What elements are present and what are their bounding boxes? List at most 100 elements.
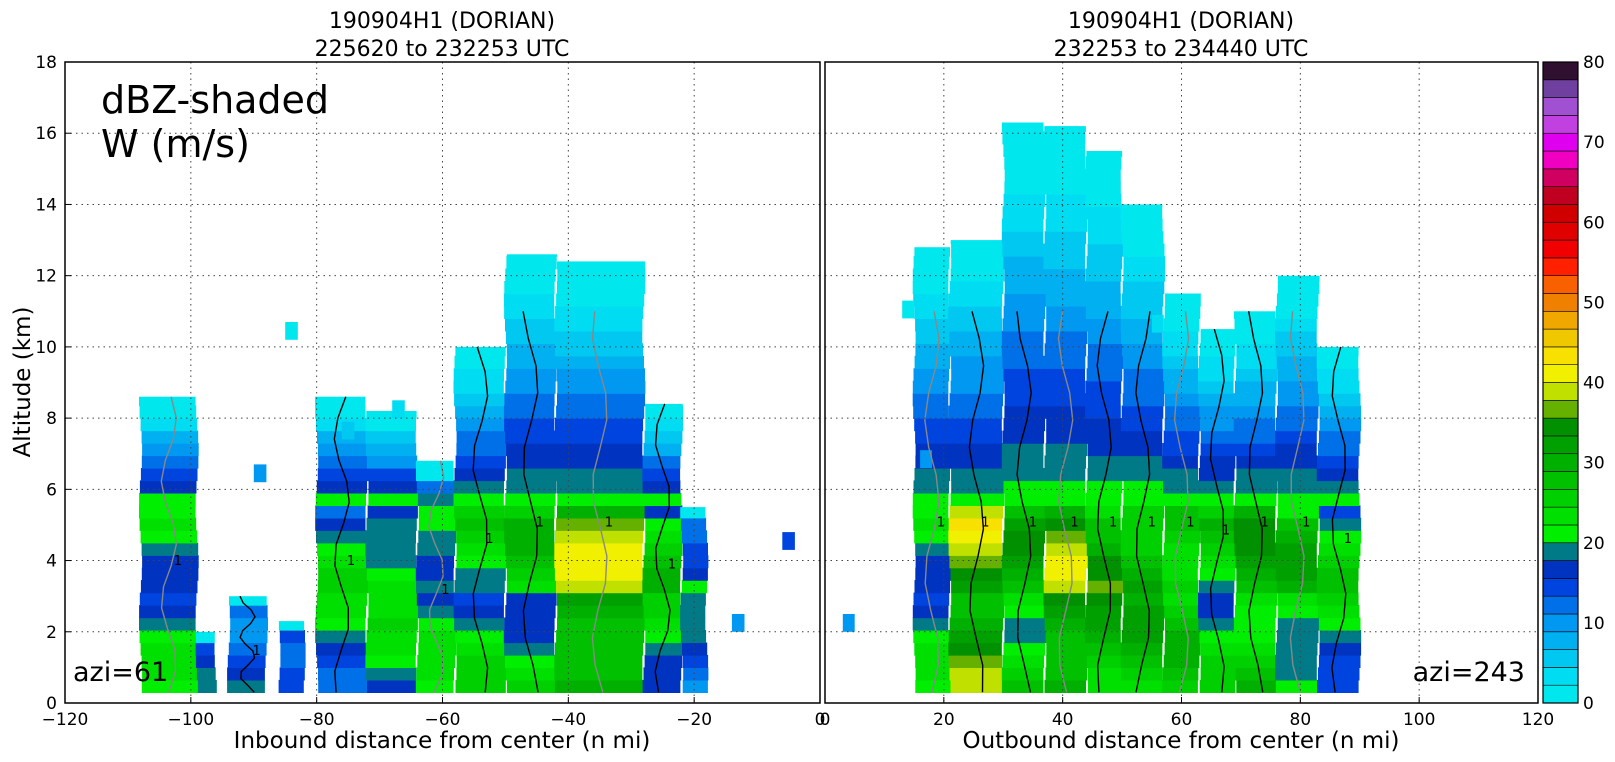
reflectivity-cell [1233, 642, 1276, 656]
reflectivity-cell [280, 642, 306, 656]
reflectivity-cell [1004, 405, 1046, 419]
reflectivity-cell [227, 654, 266, 668]
reflectivity-cell [1087, 567, 1124, 581]
reflectivity-cell [1235, 443, 1278, 457]
reflectivity-cell [1200, 667, 1237, 681]
reflectivity-cell [229, 596, 267, 606]
right-x-axis: 0 20 40 60 80 100 120 [820, 697, 1554, 730]
reflectivity-cell [1163, 654, 1200, 668]
reflectivity-cell [1044, 168, 1087, 182]
reflectivity-cell [506, 330, 557, 344]
reflectivity-cell [1234, 654, 1277, 668]
colorbar-swatch [1542, 328, 1579, 348]
reflectivity-cell [504, 642, 555, 656]
reflectivity-cell [1198, 592, 1234, 606]
reflectivity-cell [682, 642, 708, 656]
w-contour-line [522, 311, 539, 693]
reflectivity-cell [1276, 630, 1319, 644]
reflectivity-cell [317, 443, 369, 457]
reflectivity-cell [1319, 418, 1362, 432]
right-subtitle: 232253 to 234440 UTC [1054, 37, 1309, 62]
reflectivity-cell [1275, 567, 1318, 581]
reflectivity-cell [1233, 630, 1276, 644]
reflectivity-cell [453, 380, 504, 394]
reflectivity-cell [142, 667, 199, 681]
w-contour-label: 1 [1344, 532, 1352, 547]
reflectivity-cell [1277, 281, 1320, 295]
reflectivity-cell [365, 418, 416, 432]
reflectivity-cell [951, 355, 1005, 369]
reflectivity-cell [506, 256, 557, 270]
reflectivity-cell [506, 355, 558, 369]
reflectivity-cell [1045, 667, 1088, 681]
reflectivity-cell [140, 468, 198, 482]
reflectivity-cell [1120, 318, 1163, 332]
reflectivity-cell [1275, 418, 1318, 432]
reflectivity-cell [554, 567, 643, 581]
reflectivity-cell [1087, 218, 1124, 232]
reflectivity-cell [1087, 243, 1124, 257]
w-contour-line [1173, 311, 1190, 693]
reflectivity-cell [1087, 443, 1124, 457]
reflectivity-cell [455, 567, 506, 581]
isolated-echo [920, 450, 932, 468]
reflectivity-cell [914, 468, 951, 482]
reflectivity-cell [1086, 368, 1123, 382]
reflectivity-cell [1043, 156, 1086, 170]
reflectivity-cell [1123, 268, 1165, 282]
reflectivity-cell [453, 480, 504, 494]
reflectivity-cell [1316, 580, 1359, 594]
reflectivity-cell [504, 505, 555, 519]
reflectivity-cell [504, 281, 555, 295]
reflectivity-cell [1123, 605, 1165, 619]
reflectivity-cell [1317, 667, 1360, 681]
reflectivity-cell [1045, 330, 1088, 344]
reflectivity-cell [315, 617, 366, 631]
w-contour-line [591, 311, 608, 693]
reflectivity-cell [418, 505, 457, 519]
reflectivity-cell [456, 667, 507, 681]
reflectivity-cell [556, 630, 645, 644]
reflectivity-cell [912, 268, 949, 282]
w-contour-line [924, 311, 940, 693]
isolated-echo [285, 322, 298, 340]
colorbar-swatch [1542, 239, 1579, 259]
reflectivity-cell [506, 368, 557, 382]
reflectivity-cell [1163, 318, 1200, 332]
reflectivity-cell [1318, 430, 1361, 444]
reflectivity-cell [914, 642, 950, 656]
reflectivity-cell [278, 621, 305, 631]
colorbar-swatch [1542, 221, 1579, 241]
reflectivity-cell [951, 468, 1005, 482]
reflectivity-cell [554, 679, 643, 693]
reflectivity-cell [1162, 330, 1199, 344]
reflectivity-cell [505, 268, 556, 282]
left-azimuth-label: azi=61 [73, 657, 168, 688]
reflectivity-cell [1087, 231, 1124, 245]
w-contour-label: 1 [1029, 516, 1037, 531]
reflectivity-cell [316, 418, 367, 432]
reflectivity-cell [1317, 368, 1359, 382]
reflectivity-cell [1122, 243, 1165, 257]
x-tick-label: 0 [815, 710, 826, 730]
reflectivity-cell [1164, 305, 1201, 319]
isolated-echo [842, 614, 855, 632]
reflectivity-cell [1003, 592, 1046, 606]
colorbar-swatch [1542, 524, 1579, 544]
reflectivity-cell [682, 567, 708, 581]
reflectivity-cell [683, 667, 709, 681]
reflectivity-cell [366, 667, 417, 681]
reflectivity-cell [456, 654, 507, 668]
reflectivity-cell [1198, 617, 1234, 631]
reflectivity-cell [913, 405, 949, 419]
reflectivity-cell [1236, 455, 1278, 469]
reflectivity-cell [555, 642, 644, 656]
reflectivity-cell [1002, 430, 1045, 444]
reflectivity-cell [416, 580, 454, 594]
reflectivity-cell [1162, 667, 1199, 681]
y-tick-label: 2 [46, 623, 57, 643]
reflectivity-cell [1275, 430, 1317, 444]
left-reflectivity-shading [139, 254, 795, 693]
reflectivity-cell [1164, 530, 1201, 544]
reflectivity-cell [1085, 517, 1121, 531]
